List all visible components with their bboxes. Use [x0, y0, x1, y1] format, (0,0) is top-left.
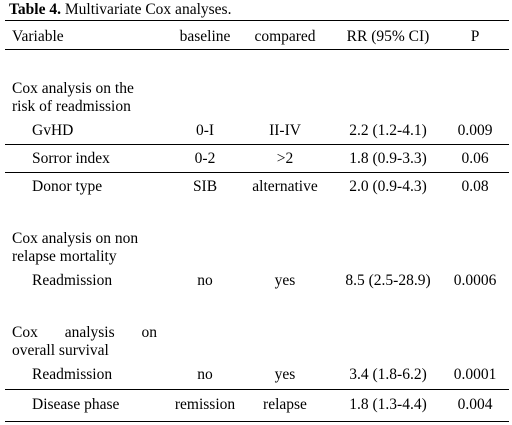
row-baseline: no [197, 272, 213, 289]
row-rr: 2.2 (1.2-4.1) [349, 122, 427, 139]
row-baseline: remission [174, 396, 236, 413]
section-title: relapse mortality [12, 248, 117, 265]
section-title: risk of readmission [12, 98, 131, 115]
row-variable: Readmission [32, 272, 113, 289]
row-rr: 3.4 (1.8-6.2) [349, 366, 427, 383]
row-compared: >2 [276, 150, 294, 167]
section-title-word: on [141, 324, 158, 341]
section-title: overall survival [12, 342, 109, 359]
table-caption: Table 4. Multivariate Cox analyses. [9, 1, 231, 19]
row-variable: Readmission [32, 366, 113, 383]
row-compared: II-IV [269, 122, 301, 139]
header-compared: compared [254, 28, 316, 45]
row-rule [5, 172, 509, 173]
row-rule [5, 389, 509, 390]
row-compared: relapse [263, 396, 307, 413]
row-rr: 8.5 (2.5-28.9) [345, 272, 431, 289]
row-compared: alternative [252, 178, 318, 195]
table-bottom-rule [5, 421, 509, 422]
header-variable: Variable [12, 28, 64, 45]
row-variable: Disease phase [32, 396, 120, 413]
row-compared: yes [274, 366, 296, 383]
row-rr: 2.0 (0.9-4.3) [349, 178, 427, 195]
section-title: Cox analysis on the [12, 80, 134, 97]
row-variable: Sorror index [32, 150, 110, 167]
section-title-word: analysis [64, 324, 115, 341]
row-baseline: 0-I [195, 122, 215, 139]
row-p: 0.08 [461, 178, 489, 195]
row-p: 0.0006 [453, 272, 497, 289]
header-rule [5, 49, 509, 50]
section-title: Cox analysis on [12, 323, 157, 342]
table-caption-text: Multivariate Cox analyses. [60, 1, 232, 18]
row-p: 0.06 [461, 150, 489, 167]
header-baseline: baseline [179, 28, 231, 45]
row-compared: yes [274, 272, 296, 289]
table-top-rule [5, 20, 509, 21]
row-p: 0.0001 [453, 366, 497, 383]
row-baseline: no [197, 366, 213, 383]
row-rr: 1.8 (1.3-4.4) [349, 396, 427, 413]
section-title: Cox analysis on non [12, 230, 139, 247]
row-baseline: 0-2 [194, 150, 216, 167]
section-title-word: Cox [12, 324, 38, 341]
table-caption-label: Table 4. [9, 1, 61, 18]
row-rule [5, 144, 509, 145]
row-p: 0.009 [457, 122, 493, 139]
header-rr: RR (95% CI) [346, 28, 430, 45]
row-baseline: SIB [192, 178, 218, 195]
row-variable: Donor type [32, 178, 103, 195]
row-variable: GvHD [32, 122, 74, 139]
header-p: P [470, 28, 480, 45]
row-rr: 1.8 (0.9-3.3) [349, 150, 427, 167]
row-p: 0.004 [457, 396, 493, 413]
